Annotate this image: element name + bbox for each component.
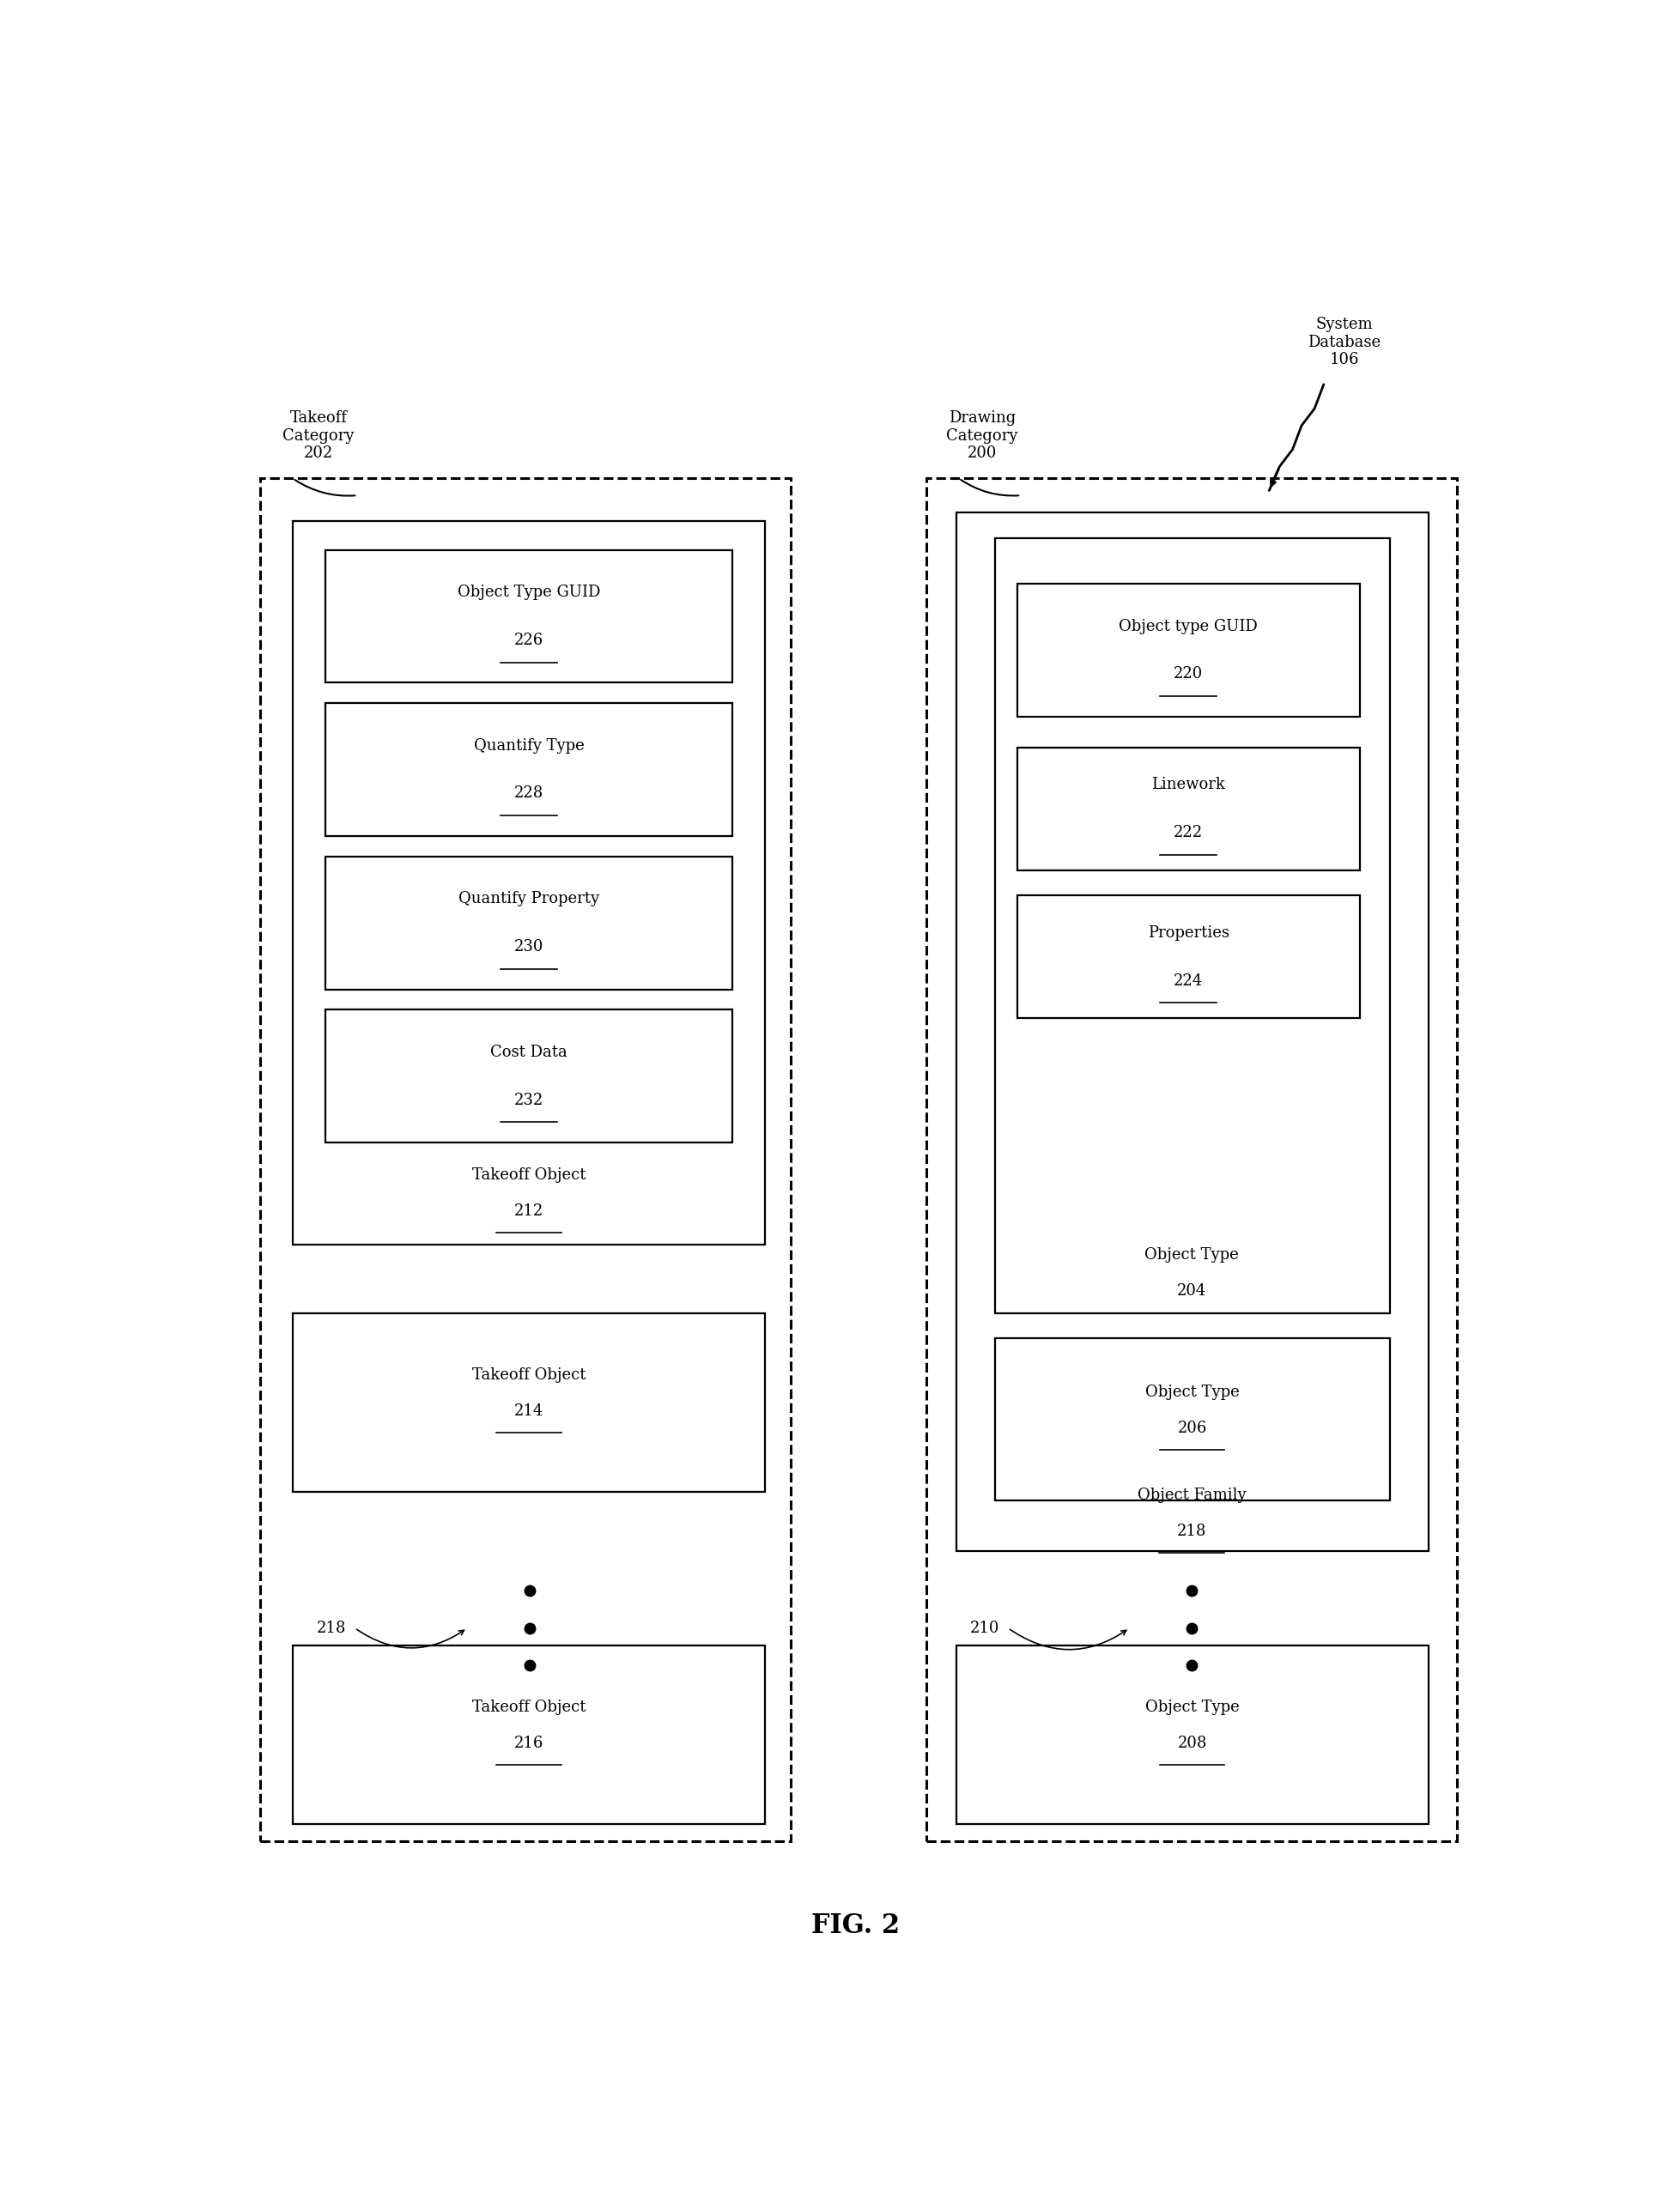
Bar: [995, 538, 1390, 1314]
Text: 222: 222: [1173, 825, 1203, 841]
Text: 228: 228: [514, 785, 544, 801]
Text: Takeoff Object: Takeoff Object: [472, 1168, 586, 1183]
Text: 220: 220: [1173, 666, 1203, 681]
Text: 216: 216: [514, 1734, 544, 1750]
Bar: [325, 551, 733, 684]
Bar: [956, 513, 1429, 1551]
Bar: [292, 1646, 764, 1825]
Text: Object type GUID: Object type GUID: [1118, 619, 1258, 635]
Bar: [926, 478, 1457, 1840]
Bar: [956, 1646, 1429, 1825]
Bar: [292, 522, 764, 1245]
Text: Quantify Type: Quantify Type: [474, 739, 584, 754]
Text: 224: 224: [1173, 973, 1203, 989]
Text: Drawing
Category
200: Drawing Category 200: [946, 409, 1018, 462]
Text: System
Database
106: System Database 106: [1308, 316, 1380, 367]
Bar: [325, 1009, 733, 1144]
Text: Object Type: Object Type: [1145, 1248, 1238, 1263]
Text: FIG. 2: FIG. 2: [811, 1913, 900, 1940]
Text: 226: 226: [514, 633, 544, 648]
Bar: [325, 856, 733, 989]
Text: Properties: Properties: [1148, 925, 1228, 940]
Text: Takeoff Object: Takeoff Object: [472, 1367, 586, 1382]
Text: 218: 218: [1177, 1524, 1207, 1540]
Bar: [292, 1314, 764, 1491]
Bar: [1016, 748, 1360, 869]
Text: Takeoff
Category
202: Takeoff Category 202: [282, 409, 354, 462]
Bar: [260, 478, 791, 1840]
Text: Takeoff Object: Takeoff Object: [472, 1699, 586, 1714]
Text: Object Type GUID: Object Type GUID: [457, 584, 601, 599]
Text: 214: 214: [514, 1402, 544, 1418]
Text: 206: 206: [1178, 1420, 1207, 1436]
Text: 218: 218: [317, 1621, 345, 1635]
Text: Linework: Linework: [1152, 776, 1225, 792]
Text: 212: 212: [514, 1203, 544, 1219]
Text: Object Family: Object Family: [1137, 1486, 1247, 1502]
Text: 208: 208: [1178, 1734, 1207, 1750]
Text: 232: 232: [514, 1093, 544, 1108]
Bar: [1016, 896, 1360, 1018]
Text: Quantify Property: Quantify Property: [459, 891, 599, 907]
Text: Cost Data: Cost Data: [491, 1044, 567, 1060]
Text: 210: 210: [970, 1621, 1000, 1635]
Text: 204: 204: [1177, 1283, 1207, 1298]
Bar: [325, 703, 733, 836]
Bar: [1016, 584, 1360, 717]
Text: 230: 230: [514, 940, 544, 953]
Bar: [995, 1338, 1390, 1500]
Text: Object Type: Object Type: [1145, 1385, 1240, 1400]
Text: Object Type: Object Type: [1145, 1699, 1240, 1714]
